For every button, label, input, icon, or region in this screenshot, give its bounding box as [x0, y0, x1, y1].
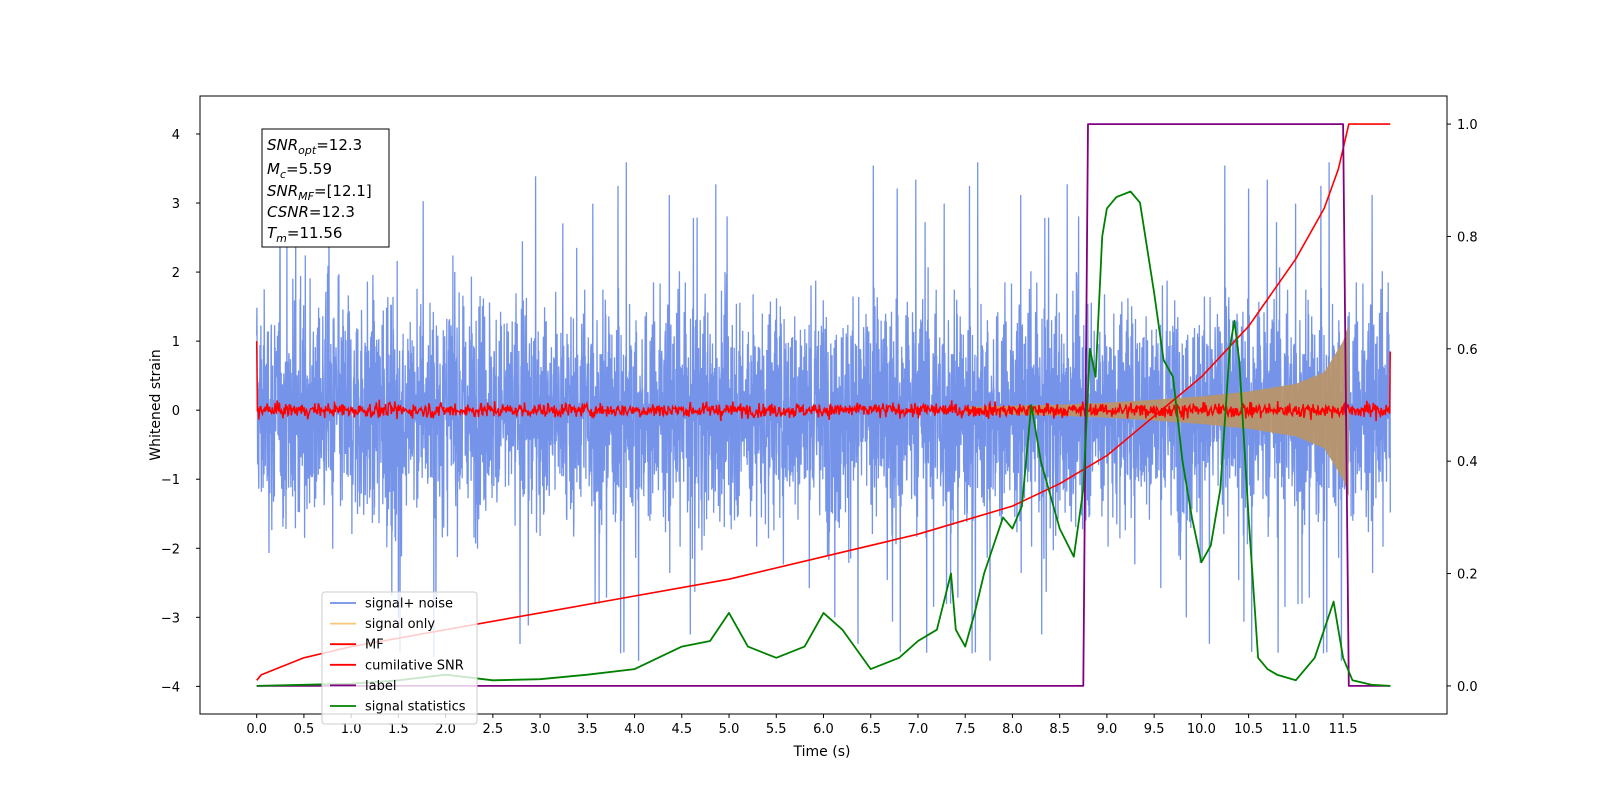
y-right-tick-label: 0.4 — [1457, 455, 1478, 470]
legend-label: MF — [365, 638, 384, 653]
y-tick-label: 2 — [172, 266, 180, 281]
x-tick-label: 9.0 — [1097, 722, 1118, 737]
x-tick-label: 4.0 — [624, 722, 645, 737]
x-tick-label: 2.0 — [435, 722, 456, 737]
y-axis-label: Whitened strain — [148, 349, 164, 460]
legend-label: signal only — [365, 617, 435, 632]
y-tick-label: 0 — [172, 404, 180, 419]
legend: signal+ noise signal only MF cumilative SNR… — [321, 591, 478, 725]
x-tick-label: 6.0 — [813, 722, 834, 737]
y-axis-right: 1.0 0.8 0.6 0.4 0.2 0.0 — [1447, 118, 1478, 695]
signal-statistics-line — [256, 190, 1391, 687]
label-line — [256, 123, 1391, 687]
y-right-tick-label: 0.8 — [1457, 230, 1478, 245]
legend-label: signal statistics — [365, 700, 466, 715]
y-right-tick-label: 0.0 — [1457, 680, 1478, 695]
info-mc: Mc=5.59 — [267, 160, 332, 181]
x-tick-label: 3.5 — [577, 722, 598, 737]
y-right-tick-label: 0.2 — [1457, 568, 1478, 583]
x-tick-label: 11.0 — [1281, 722, 1310, 737]
x-tick-label: 7.5 — [955, 722, 976, 737]
y-tick-label: −2 — [161, 542, 180, 557]
x-tick-label: 8.0 — [1002, 722, 1023, 737]
x-tick-label: 6.5 — [860, 722, 881, 737]
info-box-frame — [261, 128, 390, 248]
y-tick-label: −3 — [161, 611, 180, 626]
x-tick-label: 5.0 — [719, 722, 740, 737]
y-right-tick-label: 0.6 — [1457, 343, 1478, 358]
signal-noise-line — [256, 162, 1391, 661]
x-tick-label: 7.0 — [908, 722, 929, 737]
legend-label: cumilative SNR — [365, 658, 464, 673]
x-tick-label: 4.5 — [671, 722, 692, 737]
y-tick-label: −1 — [161, 473, 180, 488]
y-tick-label: 1 — [172, 335, 180, 350]
y-axis-left: 4 3 2 1 0 −1 −2 −3 −4 — [161, 128, 200, 695]
info-snr-opt: SNRopt=12.3 — [267, 136, 362, 157]
x-tick-label: 1.5 — [388, 722, 409, 737]
x-tick-label: 0.0 — [246, 722, 267, 737]
y-tick-label: −4 — [161, 680, 180, 695]
info-box: SNRopt=12.3 Mc=5.59 SNRMF=[12.1] CSNR=12… — [261, 128, 390, 248]
y-tick-label: 3 — [172, 197, 180, 212]
legend-label: label — [365, 679, 396, 694]
x-tick-label: 2.5 — [483, 722, 504, 737]
x-tick-label: 11.5 — [1329, 722, 1358, 737]
y-tick-label: 4 — [172, 128, 180, 143]
signal-noise-series — [256, 162, 1391, 661]
mf-line — [255, 341, 1392, 422]
mf-series — [255, 341, 1392, 422]
x-tick-label: 10.5 — [1234, 722, 1263, 737]
x-tick-label: 1.0 — [341, 722, 362, 737]
y-right-tick-label: 1.0 — [1457, 118, 1478, 133]
legend-frame — [321, 591, 478, 725]
x-tick-label: 8.5 — [1049, 722, 1070, 737]
x-axis-label: Time (s) — [793, 744, 851, 760]
info-snr-mf: SNRMF=[12.1] — [267, 182, 372, 203]
x-tick-label: 5.5 — [766, 722, 787, 737]
info-csnr: CSNR=12.3 — [267, 203, 355, 221]
x-tick-label: 3.0 — [530, 722, 551, 737]
x-tick-label: 0.5 — [294, 722, 315, 737]
legend-label: signal+ noise — [365, 597, 453, 612]
x-axis: 0.0 0.5 1.0 1.5 2.0 2.5 3.0 3.5 4.0 4.5 5.0 5.5 6.0 6… — [246, 714, 1358, 737]
x-tick-label: 9.5 — [1144, 722, 1165, 737]
x-tick-label: 10.0 — [1187, 722, 1216, 737]
info-tm: Tm=11.56 — [267, 224, 342, 245]
